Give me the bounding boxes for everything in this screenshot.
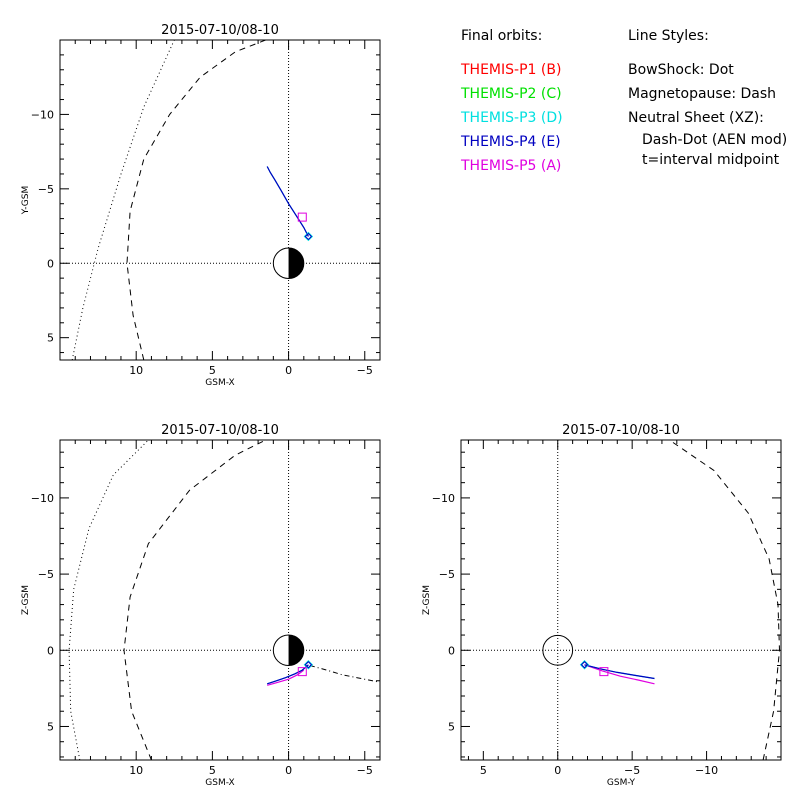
x-tick-label: 5 — [480, 764, 487, 777]
y-tick-label: 5 — [47, 720, 54, 733]
legend-probe-p3: THEMIS-P3 (D) — [461, 110, 563, 126]
legend-orbits-title: Final orbits: — [461, 28, 543, 44]
orbit-p5 — [584, 664, 655, 685]
x-tick-label: 5 — [209, 764, 216, 777]
magnetopause-line — [669, 440, 781, 760]
panel-title: 2015-07-10/08-10 — [562, 423, 680, 438]
y-tick-label: −10 — [432, 492, 455, 505]
earth-night-side — [288, 248, 304, 279]
p4-diamond-marker — [304, 232, 313, 241]
bowshock-line — [68, 440, 149, 760]
x-tick-label: 10 — [129, 764, 143, 777]
legend-neutral-sheet: Neutral Sheet (XZ): — [628, 110, 764, 126]
x-tick-label: −5 — [357, 364, 373, 377]
magnetopause-line — [123, 440, 266, 760]
orbit-p4 — [584, 664, 655, 680]
x-tick-label: −5 — [357, 764, 373, 777]
orbit-p5 — [267, 669, 305, 686]
y-tick-label: 5 — [47, 332, 54, 345]
plot-frame — [59, 439, 381, 761]
p5-square-marker — [599, 667, 609, 677]
panel-title: 2015-07-10/08-10 — [161, 423, 279, 438]
y-tick-label: −10 — [31, 108, 54, 121]
legend-styles-title: Line Styles: — [628, 28, 709, 44]
y-tick-label: −5 — [38, 183, 54, 196]
magnetopause-line — [126, 40, 266, 360]
p3-diamond-marker — [579, 660, 590, 670]
y-tick-label: 0 — [47, 257, 54, 270]
p4-diamond-marker — [580, 661, 589, 669]
bowshock-line — [71, 40, 175, 360]
legend-magnetopause: Magnetopause: Dash — [628, 86, 777, 102]
legend-probe-p1: THEMIS-P1 (B) — [461, 62, 562, 78]
legend-line-styles: Line Styles: BowShock: Dot Magnetopause:… — [628, 24, 787, 170]
y-tick-label: 0 — [47, 644, 54, 657]
y-axis-label: Y-GSM — [21, 186, 31, 215]
earth-icon — [542, 634, 574, 666]
x-tick-label: 10 — [129, 364, 143, 377]
x-tick-label: 5 — [209, 364, 216, 377]
neutral-sheet-line — [309, 665, 380, 683]
legend-probe-p2: THEMIS-P2 (C) — [461, 86, 562, 102]
legend-neutral-sheet-style: Dash-Dot (AEN mod) — [642, 132, 788, 148]
legend-orbits: Final orbits: THEMIS-P1 (B) THEMIS-P2 (C… — [461, 24, 563, 178]
earth-night-side — [288, 635, 304, 666]
orbit-p4 — [266, 166, 309, 237]
y-tick-label: 0 — [448, 644, 455, 657]
x-tick-label: −5 — [624, 764, 640, 777]
x-tick-label: −10 — [695, 764, 718, 777]
legend-neutral-sheet-time: t=interval midpoint — [642, 152, 780, 168]
legend-bowshock: BowShock: Dot — [628, 62, 734, 78]
y-tick-label: −10 — [31, 492, 54, 505]
x-tick-label: 0 — [285, 764, 292, 777]
p3-diamond-marker — [303, 660, 314, 670]
x-tick-label: 0 — [285, 364, 292, 377]
legend-probe-p4: THEMIS-P4 (E) — [461, 134, 561, 150]
p5-square-marker — [297, 667, 307, 677]
x-axis-label: GSM-Y — [607, 778, 636, 788]
x-tick-label: 0 — [554, 764, 561, 777]
x-axis-label: GSM-X — [205, 778, 234, 788]
orbit-p4 — [267, 664, 309, 685]
p5-square-marker — [297, 212, 307, 222]
p4-diamond-marker — [304, 661, 313, 669]
y-tick-label: 5 — [448, 720, 455, 733]
x-axis-label: GSM-X — [205, 378, 234, 388]
y-axis-label: Z-GSM — [422, 585, 432, 615]
p3-diamond-marker — [303, 231, 314, 242]
panel-title: 2015-07-10/08-10 — [161, 23, 279, 38]
y-tick-label: −5 — [439, 568, 455, 581]
legend-probe-p5: THEMIS-P5 (A) — [461, 158, 562, 174]
y-axis-label: Z-GSM — [21, 585, 31, 615]
plot-frame — [59, 39, 381, 361]
y-tick-label: −5 — [38, 568, 54, 581]
plot-frame — [460, 439, 782, 761]
panel-yz: 2015-07-10/08-10 5 0 −5 −10 −10 −5 0 5 GSM-Y Z-GSM — [422, 423, 782, 788]
